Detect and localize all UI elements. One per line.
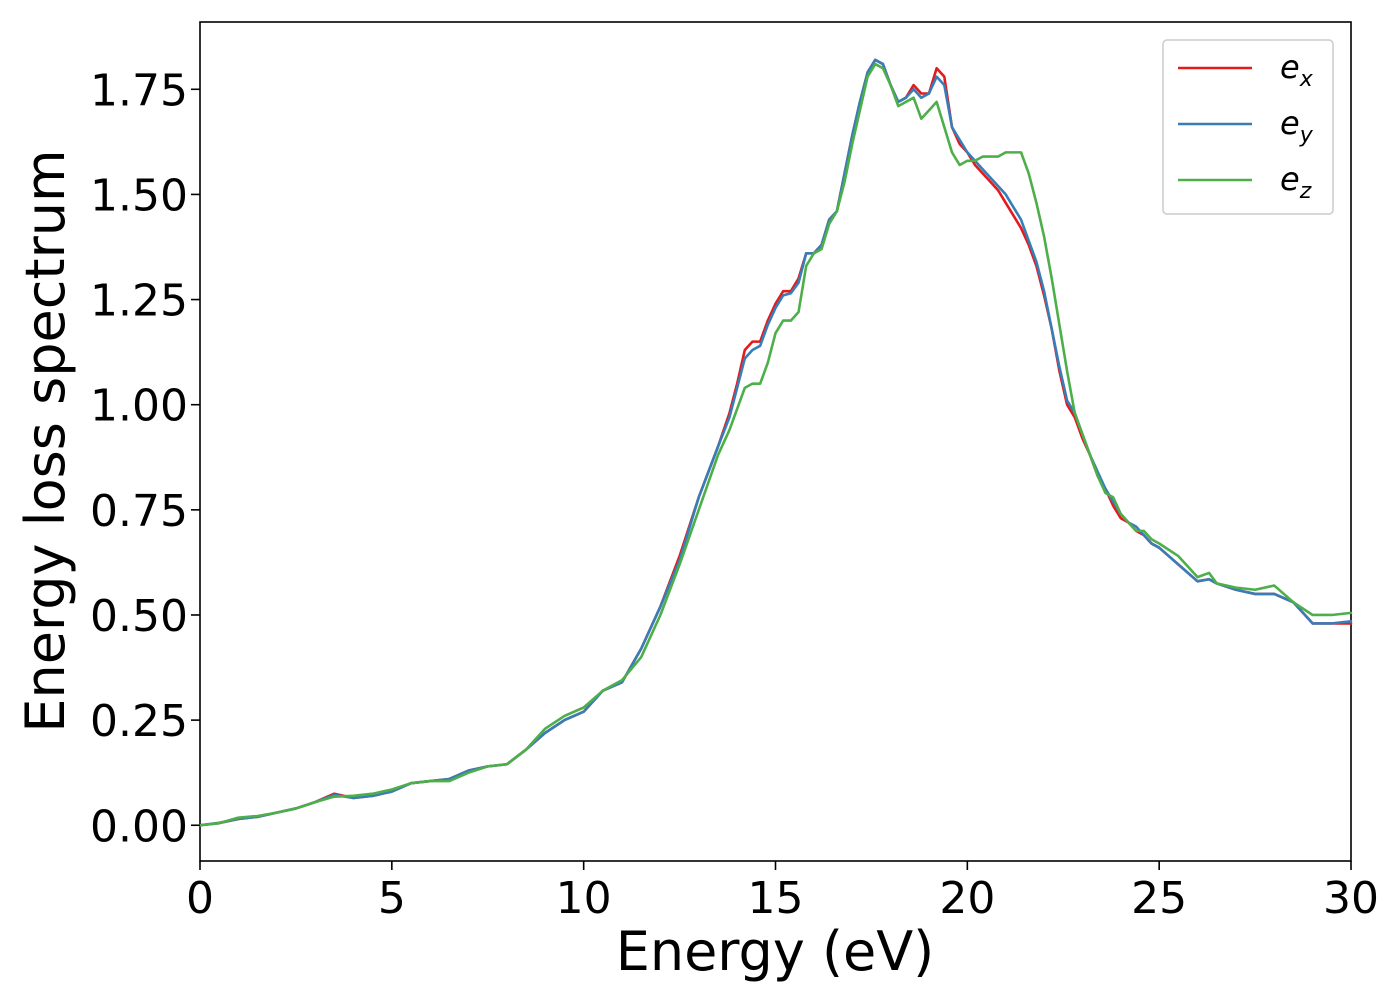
x-tick-label: 20 xyxy=(939,873,995,924)
y-tick-label: 1.25 xyxy=(90,276,188,327)
legend-label-y: ey xyxy=(1280,104,1314,148)
y-tick-label: 0.00 xyxy=(90,801,188,852)
y-tick-label: 0.75 xyxy=(90,486,188,537)
x-tick-label: 5 xyxy=(378,873,406,924)
x-tick-label: 25 xyxy=(1131,873,1187,924)
legend-label-x: ex xyxy=(1280,48,1314,92)
legend: ex ey ez xyxy=(1162,39,1334,215)
x-tick-label: 0 xyxy=(186,873,214,924)
legend-label-z: ez xyxy=(1280,160,1312,204)
x-axis-ticks: 0 5 10 15 20 25 30 xyxy=(186,861,1379,924)
y-tick-label: 1.00 xyxy=(90,381,188,432)
y-axis-title: Energy loss spectrum xyxy=(14,149,77,732)
y-tick-label: 0.25 xyxy=(90,696,188,747)
x-tick-label: 10 xyxy=(556,873,612,924)
series-line-z xyxy=(198,62,1353,827)
legend-box xyxy=(1162,39,1334,215)
x-tick-label: 15 xyxy=(748,873,804,924)
y-tick-label: 1.50 xyxy=(90,170,188,221)
x-axis-title: Energy (eV) xyxy=(616,920,935,983)
y-tick-label: 1.75 xyxy=(90,65,188,116)
series-layer xyxy=(198,58,1353,827)
x-tick-label: 30 xyxy=(1323,873,1379,924)
y-tick-label: 0.50 xyxy=(90,591,188,642)
y-axis-ticks: 0.00 0.25 0.50 0.75 1.00 1.25 1.50 1.75 xyxy=(90,65,200,852)
